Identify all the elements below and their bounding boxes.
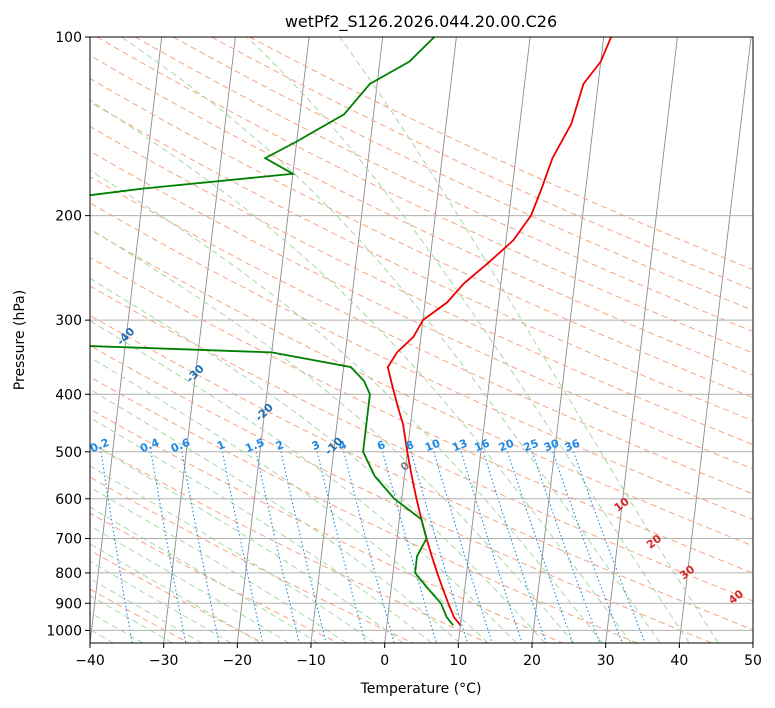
moist-adiabat-line: [90, 595, 173, 643]
moist-adiabat-line: [90, 320, 517, 643]
mixing-ratio-label: 13: [450, 437, 469, 455]
mixing-ratio-line: [552, 451, 623, 643]
dry-adiabat-line: [90, 256, 753, 574]
y-tick-label: 200: [55, 209, 82, 225]
y-tick-label: 900: [55, 596, 82, 612]
dry-adiabat-line: [90, 202, 753, 521]
y-axis-title: Pressure (hPa): [12, 290, 28, 390]
moist-adiabat-line: [90, 417, 432, 643]
moist-adiabat-line: [90, 442, 404, 643]
isotherm-line: [678, 37, 752, 643]
dry-adiabat-line: [90, 345, 712, 643]
dry-adiabat-line: [90, 285, 753, 602]
y-tick-label: 400: [55, 387, 82, 403]
mixing-ratio-label: 8: [404, 438, 416, 453]
isotherm-line: [384, 37, 457, 643]
mixing-ratio-label: 16: [472, 437, 491, 455]
x-tick-label: −10: [296, 653, 326, 669]
mixing-ratio-line: [531, 451, 601, 643]
dry-adiabat-line: [134, 37, 753, 333]
dry-adiabat-line: [90, 176, 753, 495]
mixing-ratio-line: [482, 451, 547, 643]
mixing-ratio-label: 2: [274, 438, 286, 453]
x-tick-label: 50: [744, 653, 762, 669]
mixing-ratio-line: [343, 451, 395, 643]
mixing-ratio-line: [150, 451, 187, 643]
dewpoint-line: [90, 37, 454, 626]
y-tick-label: 600: [55, 492, 82, 508]
plot-frame: [89, 36, 754, 644]
isotherm-line: [90, 37, 163, 643]
x-tick-label: 40: [670, 653, 688, 669]
dry-adiabat-line: [90, 376, 638, 643]
x-tick-label: 30: [597, 653, 615, 669]
mixing-ratio-line: [280, 451, 327, 643]
mixing-ratio-line: [410, 451, 469, 643]
x-tick-label: −30: [149, 653, 179, 669]
moist-adiabat-line: [90, 228, 574, 643]
x-tick-label: −40: [75, 653, 105, 669]
background-lines: [90, 37, 753, 643]
x-axis: −40 −30 −20 −10 0 10 20 30 40 50: [75, 643, 762, 669]
dry-adiabat-line: [249, 37, 753, 271]
isotherm-line: [531, 37, 605, 643]
isotherm-line: [605, 37, 678, 643]
x-tick-label: 0: [380, 653, 389, 669]
moist-adiabat-line: [90, 465, 376, 643]
isotherm-line: [457, 37, 531, 643]
x-axis-title: Temperature (°C): [360, 681, 482, 697]
y-tick-label: 300: [55, 313, 82, 329]
dry-adiabat-line: [90, 77, 753, 399]
dry-adiabat-line: [90, 408, 563, 643]
isotherm-line: [236, 37, 310, 643]
dry-adiabat-line: [90, 512, 339, 643]
mixing-ratio-label: 36: [563, 437, 582, 455]
mixing-ratio-line: [460, 451, 523, 643]
moist-adiabat-line: [90, 99, 632, 643]
mixing-ratio-label: 20: [497, 437, 516, 455]
mixing-ratio-label: 3: [310, 438, 322, 453]
moist-adiabat-line: [339, 37, 719, 643]
moist-adiabat-line: [90, 356, 489, 643]
mixing-ratio-line: [221, 451, 264, 643]
dry-adiabat-line: [90, 314, 753, 631]
dry-adiabat-line: [90, 476, 414, 643]
mixing-ratio-label: 30: [542, 437, 561, 455]
moist-adiabat-line: [90, 169, 603, 643]
mixing-ratio-label: 25: [521, 437, 540, 455]
isotherm-line: [310, 37, 384, 643]
dry-adiabat-line: [96, 37, 753, 354]
mixing-ratio-label: 10: [423, 437, 442, 455]
moist-adiabat-line: [121, 37, 661, 643]
dry-adiabat-line: [90, 101, 753, 422]
moist-adiabat-line: [90, 388, 461, 643]
series-group: [90, 37, 612, 626]
y-tick-label: 800: [55, 566, 82, 582]
x-tick-label: −20: [223, 653, 253, 669]
mixing-ratio-line: [316, 451, 366, 643]
mixing-ratio-line: [433, 451, 493, 643]
isotherm-line: [163, 37, 236, 643]
dry-adiabat-line: [90, 54, 753, 376]
mixing-ratio-line: [382, 451, 437, 643]
moist-adiabat-line: [90, 486, 347, 643]
y-tick-label: 1000: [46, 623, 82, 639]
moist-adiabat-line: [246, 37, 690, 643]
y-tick-label: 100: [55, 30, 82, 46]
chart-title: wetPf2_S126.2026.044.20.00.C26: [285, 12, 557, 32]
x-tick-label: 20: [523, 653, 541, 669]
y-tick-label: 500: [55, 445, 82, 461]
y-tick-label: 700: [55, 532, 82, 548]
mixing-ratio-line: [255, 451, 300, 643]
x-tick-label: 10: [449, 653, 467, 669]
temperature-line: [386, 37, 612, 626]
isobar-grid: [90, 37, 753, 631]
mixing-ratio-line: [181, 451, 220, 643]
mixing-ratio-label: 1: [215, 438, 227, 453]
mixing-ratio-line: [100, 451, 133, 643]
mixing-ratio-line: [507, 451, 574, 643]
y-axis: 100 200 300 400 500 600 700 800 900 1000: [46, 30, 90, 639]
dry-adiabat-line: [90, 125, 753, 446]
